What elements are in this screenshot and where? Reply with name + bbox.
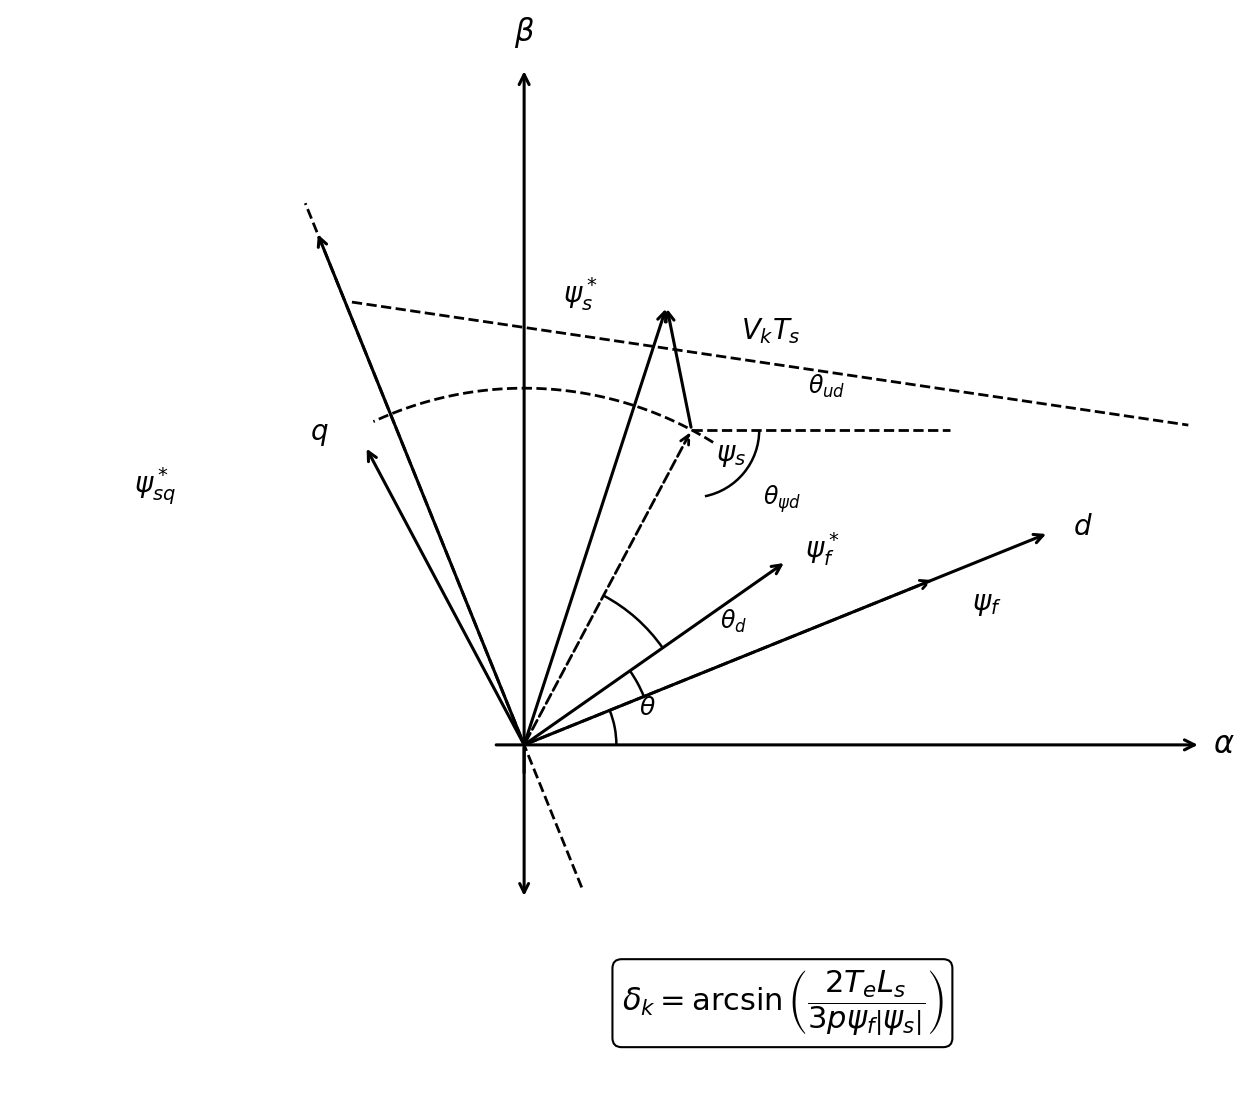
Text: $\beta$: $\beta$ [513, 15, 534, 50]
Text: $q$: $q$ [310, 420, 329, 448]
Text: $\psi_{sq}^*$: $\psi_{sq}^*$ [134, 466, 176, 507]
Text: $\theta_d$: $\theta_d$ [719, 609, 746, 636]
Text: $\psi_s$: $\psi_s$ [717, 440, 746, 468]
Text: $\psi_f^*$: $\psi_f^*$ [805, 531, 839, 569]
Text: $V_k T_s$: $V_k T_s$ [740, 316, 800, 346]
Text: $\psi_f$: $\psi_f$ [972, 590, 1001, 618]
Text: $d$: $d$ [1074, 513, 1092, 541]
Text: $\alpha$: $\alpha$ [1213, 731, 1235, 760]
Text: $\theta_{ud}$: $\theta_{ud}$ [808, 373, 846, 401]
Text: $\theta_{\psi d}$: $\theta_{\psi d}$ [764, 483, 801, 515]
Text: $\psi_s^*$: $\psi_s^*$ [563, 275, 598, 313]
Text: $\theta$: $\theta$ [639, 696, 656, 720]
Text: $\delta_k = \arcsin\left(\dfrac{2T_e L_s}{3p\psi_f\left|\psi_s\right|}\right)$: $\delta_k = \arcsin\left(\dfrac{2T_e L_s… [621, 968, 944, 1038]
